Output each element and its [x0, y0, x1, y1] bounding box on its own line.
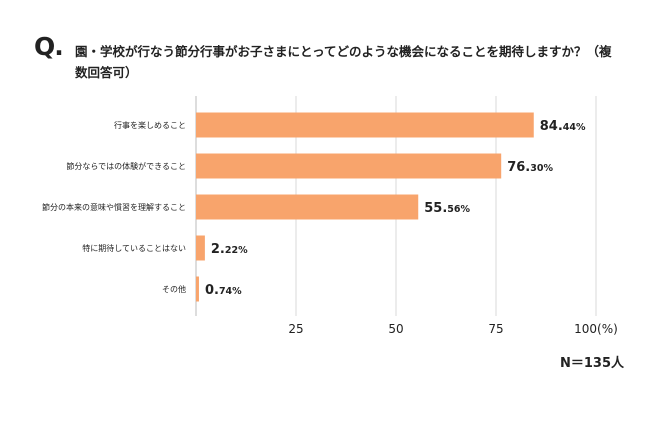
bar-1: [196, 112, 534, 138]
value-label-4: 2.22%: [211, 242, 248, 257]
value-label-int: 2.: [211, 242, 225, 257]
bars: [196, 112, 534, 302]
value-label-dec: 30%: [530, 163, 553, 174]
bar-2: [196, 153, 502, 179]
value-label-2: 76.30%: [507, 160, 553, 175]
x-tick-label-100: 100(%): [574, 322, 618, 336]
value-label-dec: 44%: [563, 122, 586, 133]
value-label-int: 84.: [540, 119, 563, 134]
question-text: 園・学校が行なう節分行事がお子さまにとってどのような機会になることを期待しますか…: [75, 44, 612, 80]
x-tick-label-50: 50: [388, 322, 403, 336]
category-label-3: 節分の本来の意味や慣習を理解すること: [42, 202, 186, 212]
value-label-dec: 74%: [219, 286, 242, 297]
value-label-dec: 56%: [447, 204, 470, 215]
bar-3: [196, 194, 419, 220]
value-label-int: 0.: [205, 283, 219, 298]
x-tick-label-25: 25: [288, 322, 303, 336]
value-label-int: 55.: [424, 201, 447, 216]
category-label-4: 特に期待していることはない: [82, 243, 186, 253]
category-label-1: 行事を楽しめること: [114, 120, 186, 130]
question-mark: Q.: [34, 32, 64, 61]
category-label-2: 節分ならではの体験ができること: [66, 161, 186, 171]
value-label-dec: 22%: [225, 245, 248, 256]
sample-size: N＝135人: [560, 356, 625, 371]
value-label-3: 55.56%: [424, 201, 470, 216]
labels: 25 50 75 100(%) 行事を楽しめること 84.44% 節分ならではの体験ができる…: [42, 119, 618, 336]
value-label-1: 84.44%: [540, 119, 586, 134]
x-tick-label-75: 75: [488, 322, 503, 336]
bar-5: [196, 276, 199, 302]
category-label-5: その他: [162, 284, 186, 294]
bar-4: [196, 235, 205, 261]
value-label-int: 76.: [507, 160, 530, 175]
value-label-5: 0.74%: [205, 283, 242, 298]
